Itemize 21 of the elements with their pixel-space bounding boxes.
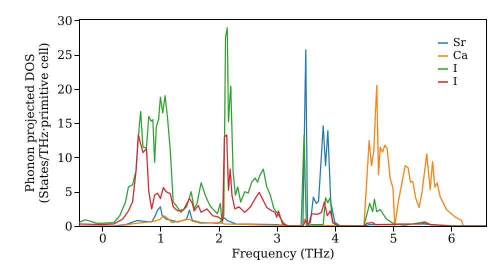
y-tick-label: 0 [64, 220, 72, 234]
x-tick-label: 6 [448, 232, 456, 246]
y-tick-label: 30 [57, 14, 72, 28]
y-tick-label: 10 [57, 150, 72, 165]
line-series [79, 134, 486, 226]
legend-label: I [453, 75, 458, 88]
x-tick-label: 1 [157, 232, 165, 246]
x-tick-label: 4 [332, 232, 340, 246]
y-tick-label: 25 [57, 48, 72, 62]
x-tick-label: 3 [273, 232, 282, 246]
y-tick-label: 5 [64, 185, 72, 200]
y-tick-label: 15 [57, 116, 72, 131]
x-axis-title: Frequency (THz) [232, 246, 334, 260]
x-tick-label: 2 [215, 232, 223, 246]
legend-label: Ca [453, 49, 468, 62]
x-tick-label: 0 [98, 232, 107, 246]
legend-label: I [453, 62, 458, 75]
y-tick-label: 20 [57, 82, 72, 96]
x-tick-label: 5 [390, 232, 398, 246]
y-axis-title: Phonon projected DOS (States/THz·primitive cell) [23, 42, 52, 204]
legend-label: Sr [453, 36, 467, 49]
